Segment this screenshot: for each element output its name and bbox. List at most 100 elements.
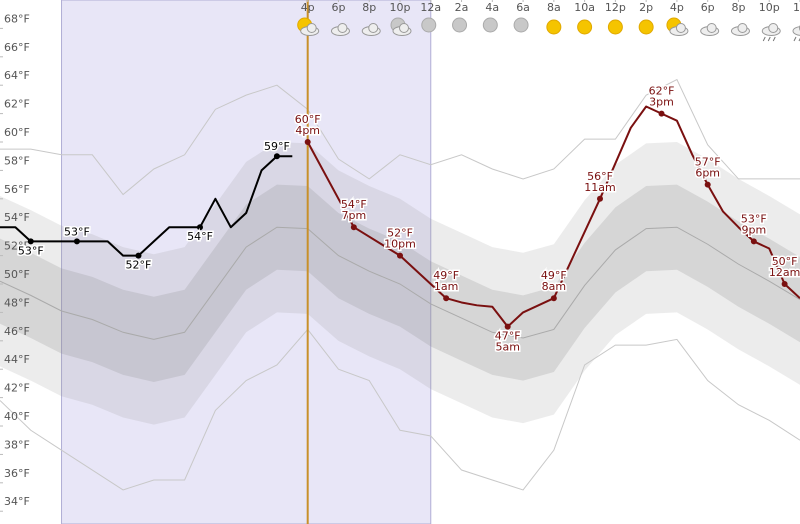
weather-icon (421, 17, 437, 33)
sun (546, 19, 562, 35)
x-tick-label: 4p (670, 1, 684, 14)
x-tick-label: 12p (605, 1, 626, 14)
point (704, 181, 711, 188)
weather-icon (638, 19, 654, 35)
moon (452, 17, 468, 33)
point (304, 139, 311, 146)
cloud (399, 23, 409, 33)
data-label: 53°F (741, 212, 767, 225)
data-label: 52°F (126, 259, 152, 272)
y-tick-label: 56°F (4, 183, 30, 196)
point (750, 238, 757, 245)
cloud (306, 23, 317, 33)
x-tick-label: 6p (701, 1, 715, 14)
data-label: 50°F (772, 255, 798, 268)
weather-icon (546, 19, 562, 35)
weather-icon (482, 17, 498, 33)
point (550, 295, 557, 302)
y-tick-label: 52°F (4, 240, 30, 253)
x-tick-label: 12a (420, 1, 441, 14)
weather-icon (513, 17, 529, 33)
cloud (337, 23, 348, 33)
moon (513, 17, 529, 33)
time-label: 9pm (741, 223, 766, 236)
temperature-line (0, 155, 293, 257)
moon (482, 17, 498, 33)
weather-icon (452, 17, 468, 33)
y-tick-label: 58°F (4, 154, 30, 167)
data-label: 56°F (587, 170, 613, 183)
climate-line (0, 226, 800, 340)
y-tick-label: 44°F (4, 353, 30, 366)
time-label: 5am (495, 341, 519, 354)
weather-icon (761, 23, 781, 42)
point (73, 238, 80, 245)
climate-band (0, 184, 800, 382)
point (135, 252, 142, 259)
data-label: 57°F (695, 156, 721, 169)
rain (793, 36, 800, 42)
x-tick-label: 4a (485, 1, 499, 14)
time-label: 7pm (341, 209, 366, 222)
y-tick-label: 46°F (4, 325, 30, 338)
point (504, 323, 511, 330)
temperature-line (306, 105, 800, 328)
time-label: 11am (584, 181, 615, 194)
weather-icon (577, 19, 593, 35)
weather-icon (330, 23, 350, 36)
point (597, 195, 603, 202)
point (781, 281, 788, 288)
x-tick-label: 2p (639, 1, 653, 14)
point (397, 252, 403, 259)
climate-line (0, 78, 800, 196)
time-label: 6pm (695, 167, 720, 180)
weather-icon (361, 23, 381, 36)
data-label: 53°F (64, 225, 90, 238)
data-label: 47°F (495, 330, 521, 343)
y-tick-label: 60°F (4, 126, 30, 139)
weather-icon (666, 17, 689, 36)
climate-band (0, 142, 800, 425)
data-label: 60°F (295, 113, 321, 126)
cloud (368, 23, 379, 33)
x-tick-label: 8p (362, 1, 376, 14)
y-tick-label: 38°F (4, 438, 30, 451)
y-tick-label: 36°F (4, 467, 30, 480)
time-label: 4pm (295, 124, 320, 137)
x-tick-label: 12 (793, 1, 800, 14)
y-tick-label: 62°F (4, 98, 30, 111)
x-tick-label: 8a (547, 1, 561, 14)
highlight-range (61, 0, 432, 524)
x-tick-label: 6p (331, 1, 345, 14)
data-label: 49°F (541, 269, 567, 282)
time-label: 10pm (384, 238, 416, 251)
climate-line (0, 328, 800, 491)
weather-icon (607, 19, 623, 35)
cloud (706, 23, 717, 33)
data-label: 59°F (264, 140, 290, 153)
y-tick-label: 40°F (4, 410, 30, 423)
moon (421, 17, 437, 33)
x-tick-label: 4p (301, 1, 315, 14)
weather-icon (390, 17, 412, 36)
sun (577, 19, 593, 35)
cloud (737, 23, 748, 33)
rain (762, 36, 776, 42)
time-label: 3pm (649, 96, 674, 109)
y-tick-label: 68°F (4, 12, 30, 25)
time-label: 8am (542, 280, 566, 293)
x-tick-label: 8p (731, 1, 745, 14)
x-tick-label: 10p (390, 1, 411, 14)
point (350, 224, 357, 231)
sun (607, 19, 623, 35)
y-tick-label: 64°F (4, 69, 30, 82)
data-label: 54°F (187, 230, 213, 243)
point (443, 295, 450, 302)
x-tick-label: 10p (759, 1, 780, 14)
cloud (792, 26, 800, 36)
time-label: 12am (769, 266, 800, 279)
cloud (768, 23, 779, 33)
weather-icon (730, 23, 750, 36)
y-tick-label: 42°F (4, 382, 30, 395)
